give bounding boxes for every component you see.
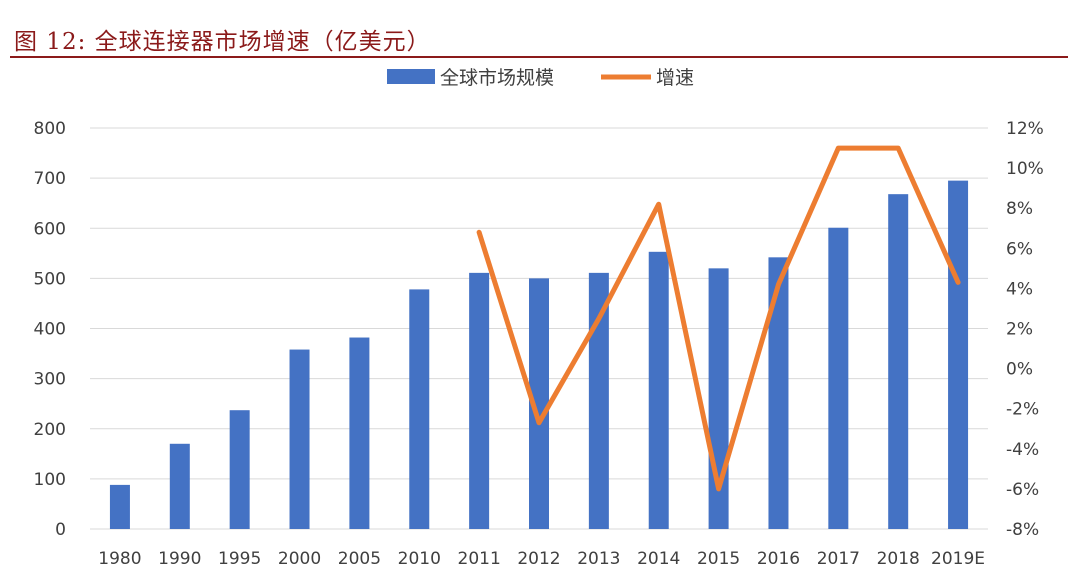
x-axis-tick-label: 1980 bbox=[98, 549, 141, 569]
bar bbox=[469, 272, 490, 529]
x-axis-tick-label: 2012 bbox=[517, 549, 560, 569]
right-axis-tick-label: -8% bbox=[1006, 520, 1039, 540]
title-divider bbox=[10, 56, 1068, 58]
bar bbox=[349, 337, 370, 529]
x-axis-tick-label: 2000 bbox=[278, 549, 321, 569]
legend-label-line: 增速 bbox=[656, 67, 694, 89]
legend: 全球市场规模 增速 bbox=[387, 67, 694, 89]
right-axis-tick-label: 4% bbox=[1006, 279, 1033, 299]
x-axis-tick-label: 1995 bbox=[218, 549, 261, 569]
left-axis-tick-label: 400 bbox=[34, 320, 66, 340]
x-axis-tick-label: 2011 bbox=[458, 549, 501, 569]
bar bbox=[648, 251, 669, 529]
x-axis-tick-label: 2018 bbox=[877, 549, 920, 569]
right-axis-tick-label: 0% bbox=[1006, 360, 1033, 380]
x-axis-tick-label: 2013 bbox=[577, 549, 620, 569]
left-axis-tick-label: 800 bbox=[34, 119, 66, 139]
right-axis-tick-label: 12% bbox=[1006, 119, 1044, 139]
bar bbox=[768, 257, 789, 529]
bar-series bbox=[109, 180, 969, 530]
right-axis-tick-label: 6% bbox=[1006, 239, 1033, 259]
legend-label-bar: 全球市场规模 bbox=[440, 67, 554, 89]
bar bbox=[229, 410, 250, 529]
right-axis-tick-label: -2% bbox=[1006, 400, 1039, 420]
bar bbox=[169, 443, 190, 529]
bar bbox=[109, 484, 130, 529]
right-axis-tick-label: -4% bbox=[1006, 440, 1039, 460]
growth-line bbox=[476, 145, 961, 492]
left-axis-tick-label: 500 bbox=[34, 269, 66, 289]
x-axis-tick-label: 2005 bbox=[338, 549, 381, 569]
left-axis-tick-label: 0 bbox=[55, 520, 66, 540]
x-axis-tick-label: 1990 bbox=[158, 549, 201, 569]
left-axis-tick-label: 300 bbox=[34, 370, 66, 390]
bar bbox=[948, 180, 969, 529]
x-axis-tick-label: 2015 bbox=[697, 549, 740, 569]
bar bbox=[409, 289, 430, 529]
right-axis-tick-label: 8% bbox=[1006, 199, 1033, 219]
figure-header: 图 12: 全球连接器市场增速（亿美元） bbox=[0, 0, 1076, 62]
line-series bbox=[476, 145, 961, 492]
bar bbox=[828, 227, 849, 529]
x-axis-tick-label: 2016 bbox=[757, 549, 800, 569]
right-axis-ticks: -8% -6% -4% -2% 0% 2% 4% 6% 8% 10% 12% bbox=[1006, 119, 1044, 540]
bar bbox=[289, 349, 310, 529]
x-axis-tick-label: 2017 bbox=[817, 549, 860, 569]
right-axis-tick-label: 2% bbox=[1006, 320, 1033, 340]
figure-title: 图 12: 全球连接器市场增速（亿美元） bbox=[14, 29, 431, 55]
left-axis-tick-label: 100 bbox=[34, 470, 66, 490]
right-axis-tick-label: -6% bbox=[1006, 480, 1039, 500]
x-axis-ticks: 1980 1990 1995 2000 2005 2010 2011 2012 2013 2014… bbox=[98, 549, 985, 569]
left-axis-ticks: 0 100 200 300 400 500 600 700 800 bbox=[34, 119, 66, 540]
left-axis-tick-label: 600 bbox=[34, 219, 66, 239]
bar bbox=[888, 194, 909, 530]
x-axis-tick-label: 2019E bbox=[931, 549, 985, 569]
left-axis-tick-label: 700 bbox=[34, 169, 66, 189]
left-axis-tick-label: 200 bbox=[34, 420, 66, 440]
x-axis-tick-label: 2014 bbox=[637, 549, 680, 569]
right-axis-tick-label: 10% bbox=[1006, 159, 1044, 179]
bar bbox=[529, 278, 549, 529]
bar bbox=[588, 272, 609, 529]
legend-swatch-bar bbox=[387, 69, 435, 84]
x-axis-tick-label: 2010 bbox=[398, 549, 441, 569]
